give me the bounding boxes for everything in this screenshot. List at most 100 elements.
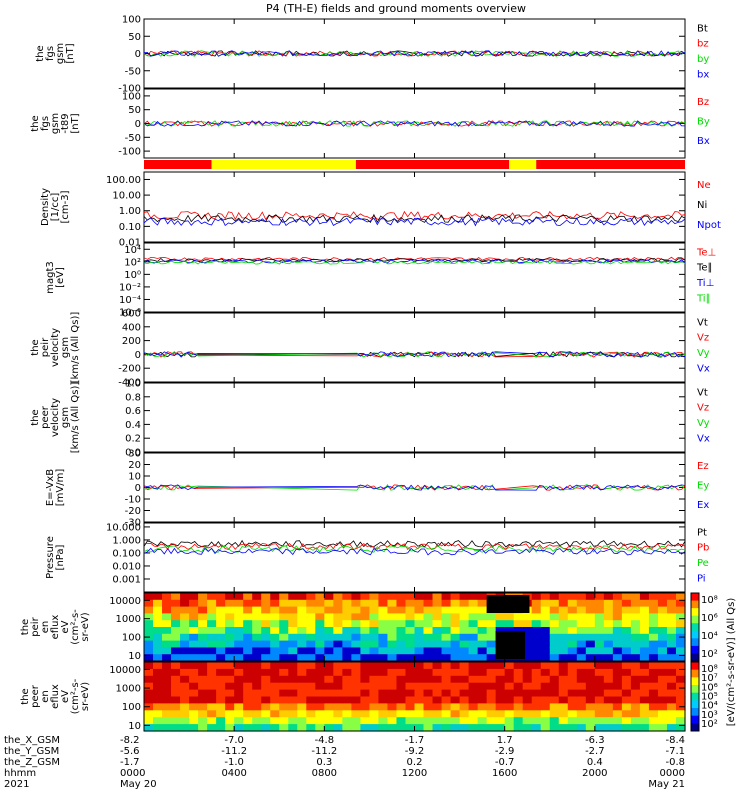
spectrogram-cell [621, 717, 632, 725]
spectrogram-cell [414, 593, 425, 601]
spectrogram-cell [171, 696, 181, 704]
spectrogram-cell [540, 640, 551, 648]
spectrogram-cell [261, 599, 271, 608]
y-tick-label: 10⁴ [124, 245, 141, 256]
spectrogram-cell [378, 606, 389, 614]
plot-frame [143, 88, 686, 159]
spectrogram-cell [162, 696, 172, 704]
spectrogram-cell [414, 724, 425, 732]
spectrogram-cell [378, 724, 389, 732]
spectrogram-cell [171, 682, 181, 691]
spectrogram-cell [144, 613, 154, 621]
spectrogram-cell [234, 654, 244, 662]
spectrogram-cell [495, 675, 506, 684]
spectrogram-cell [621, 647, 632, 655]
spectrogram-cell [549, 668, 560, 677]
spectrogram-cell [504, 620, 515, 628]
spectrogram-cell [234, 620, 244, 628]
spectrogram-cell [261, 682, 271, 691]
y-tick-label: 0.6 [125, 406, 141, 417]
spectrogram-cell [540, 689, 551, 698]
y-tick-label: 0 [135, 483, 141, 494]
spectrogram-cell [369, 717, 380, 725]
spectrogram-cell [396, 717, 407, 725]
spectrogram-cell [585, 675, 596, 684]
spectrogram-cell [603, 675, 614, 684]
spectrogram-cell [450, 599, 461, 608]
spectrogram-cell [459, 668, 470, 677]
spectrogram-cell [657, 662, 668, 670]
spectrogram-cell [270, 717, 280, 725]
spectrogram-cell [486, 620, 497, 628]
spectrogram-cell [594, 593, 605, 601]
spectrogram-cell [468, 717, 479, 725]
spectrogram-cell [189, 627, 199, 635]
spectrogram-cell [396, 724, 407, 732]
spectrogram-cell [648, 703, 659, 711]
spectrogram-cell [675, 606, 686, 614]
spectrogram-cell [378, 668, 389, 677]
plot-frame [143, 312, 686, 383]
spectrogram-cell [423, 647, 434, 655]
spectrogram-cell [594, 682, 605, 691]
spectrogram-cell [594, 613, 605, 621]
x-col-z: -1.0 [224, 757, 244, 768]
spectrogram-cell [495, 717, 506, 725]
spectrogram-cell [360, 724, 371, 732]
spectrogram-cell [324, 696, 334, 704]
spectrogram-cell [216, 620, 226, 628]
y-tick-label: -50 [125, 66, 141, 77]
spectrogram-cell [450, 710, 461, 718]
spectrogram-cell [369, 710, 380, 718]
spectrogram-cell [288, 682, 298, 691]
panel-peir_spec: 10000 1000 100 10 the peir en eflux eV (cm²-s-sr-… [20, 592, 686, 662]
spectrogram-cell [279, 593, 289, 601]
spectrogram-cell [351, 717, 361, 725]
spectrogram-cell [342, 640, 352, 648]
spectrogram-cell [144, 627, 154, 635]
spectrogram-cell [333, 627, 343, 635]
spectrogram-cell [675, 654, 686, 662]
spectrogram-cell [603, 689, 614, 698]
spectrogram-cell [189, 689, 199, 698]
spectrogram-cell [162, 593, 172, 601]
spectrogram-cell [234, 613, 244, 621]
spectrogram-cell [252, 682, 262, 691]
spectrogram-cell [180, 606, 190, 614]
spectrogram-cell [216, 662, 226, 670]
y-tick-label: 1.00 [119, 206, 141, 217]
spectrogram-cell [576, 647, 587, 655]
colorbar-segment [691, 593, 699, 602]
spectrogram-cell [459, 696, 470, 704]
y-axis-label: the [30, 339, 41, 355]
spectrogram-cell [540, 647, 551, 655]
spectrogram-cell [666, 599, 677, 608]
spectrogram-cell [162, 654, 172, 662]
spectrogram-cell [144, 682, 154, 691]
x-row-label: the_Y_GSM [4, 746, 59, 757]
y-axis-label: gsm [60, 337, 71, 358]
spectrogram-cell [495, 662, 506, 670]
spectrogram-cell [342, 703, 352, 711]
spectrogram-cell [666, 627, 677, 635]
spectrogram-cell [441, 606, 452, 614]
spectrogram-cell [162, 613, 172, 621]
spectrogram-cell [297, 703, 307, 711]
y-tick-label: 10 [128, 472, 141, 483]
spectrogram-cell [387, 703, 398, 711]
legend-entry: Ti∥ [696, 293, 711, 304]
spectrogram-cell [576, 606, 587, 614]
spectrogram-cell [414, 640, 425, 648]
spectrogram-cell [144, 668, 154, 677]
legend-entry: Vt [697, 387, 708, 398]
spectrogram-cell [639, 613, 650, 621]
spectrogram-cell [621, 640, 632, 648]
spectrogram-cell [531, 689, 542, 698]
spectrogram-cell [441, 627, 452, 635]
spectrogram-cell [306, 696, 316, 704]
spectrogram-cell [558, 724, 569, 732]
spectrogram-cell [675, 724, 686, 732]
spectrogram-cell [351, 640, 361, 648]
spectrogram-cell [369, 620, 380, 628]
spectrogram-cell [513, 668, 524, 677]
